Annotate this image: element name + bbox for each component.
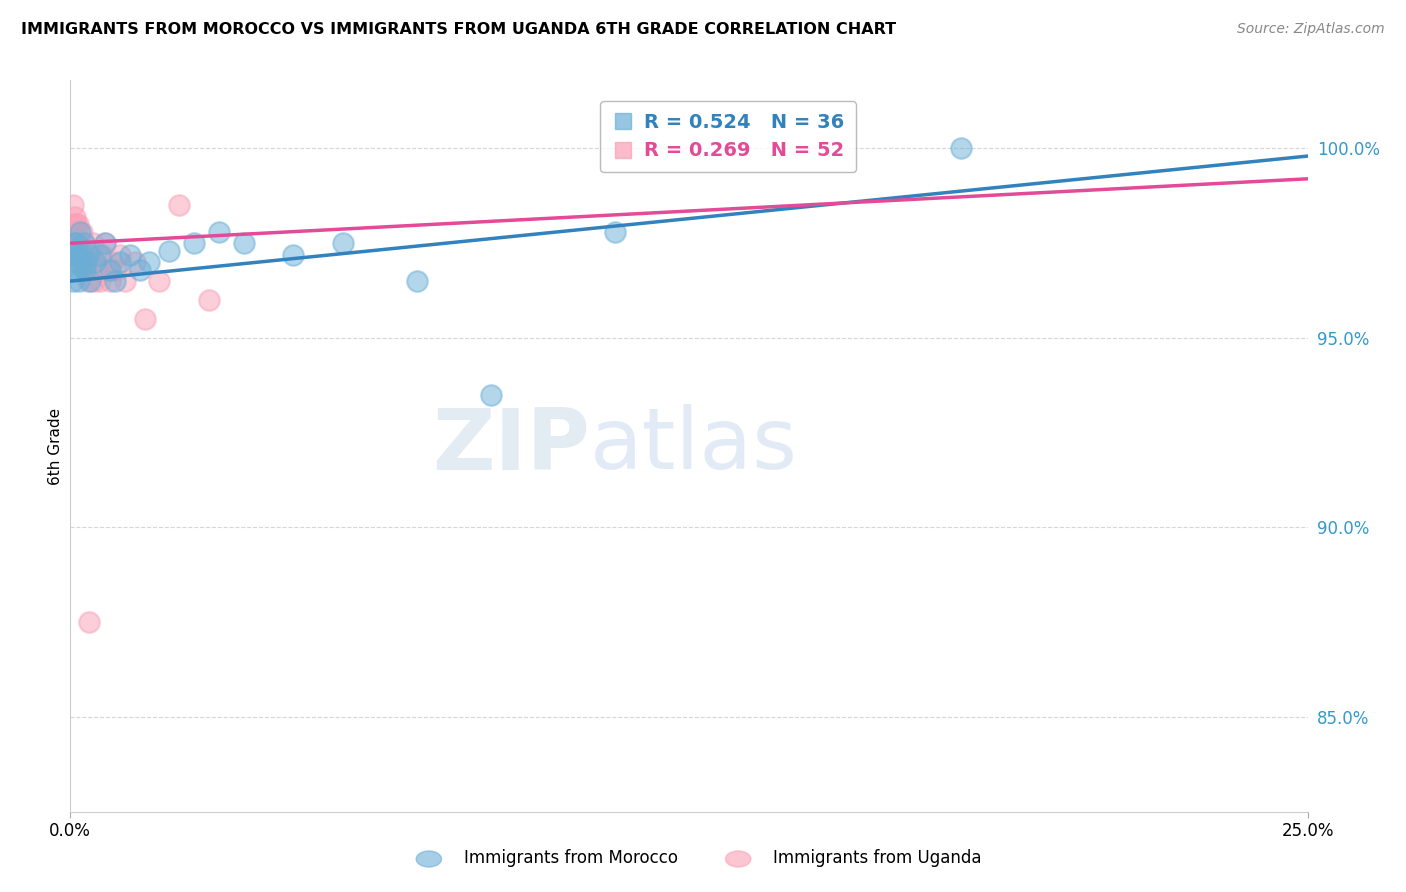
Point <box>75 255 97 269</box>
Point <box>69 225 91 239</box>
Point <box>950 141 973 155</box>
Point <box>332 236 354 251</box>
Point <box>63 247 86 261</box>
Text: Source: ZipAtlas.com: Source: ZipAtlas.com <box>1237 22 1385 37</box>
Point <box>281 247 304 261</box>
Text: Immigrants from Uganda: Immigrants from Uganda <box>773 849 981 867</box>
Point <box>603 225 626 239</box>
Point <box>66 247 89 261</box>
Point <box>77 255 100 269</box>
Point <box>76 274 98 288</box>
Point <box>82 236 104 251</box>
Point <box>138 255 160 269</box>
Point <box>101 255 124 269</box>
Point <box>67 274 90 288</box>
Text: Immigrants from Morocco: Immigrants from Morocco <box>464 849 678 867</box>
Point <box>67 225 90 239</box>
Point <box>70 247 93 261</box>
Point <box>124 255 146 269</box>
Point <box>77 615 100 630</box>
Point <box>66 236 89 251</box>
Point <box>94 236 117 251</box>
Point <box>79 247 101 261</box>
Point <box>62 198 84 212</box>
Point <box>108 247 131 261</box>
Point <box>104 274 127 288</box>
Point <box>65 236 87 251</box>
Point <box>76 247 98 261</box>
Point <box>70 236 93 251</box>
Point <box>167 198 190 212</box>
Point <box>75 247 97 261</box>
Point <box>80 262 103 277</box>
Point <box>65 225 87 239</box>
Point <box>89 274 111 288</box>
Point <box>70 225 93 239</box>
Point <box>63 225 86 239</box>
Text: atlas: atlas <box>591 404 799 488</box>
Point <box>75 262 97 277</box>
Point <box>65 262 87 277</box>
Point <box>83 274 105 288</box>
Point <box>69 236 91 251</box>
Point <box>63 210 86 224</box>
Point <box>104 262 127 277</box>
Point <box>79 274 101 288</box>
Point <box>96 262 118 277</box>
Point <box>232 236 254 251</box>
Point <box>62 255 84 269</box>
Point <box>98 262 121 277</box>
Point <box>60 236 83 251</box>
Point <box>62 225 84 239</box>
Point <box>405 274 427 288</box>
Point <box>69 255 91 269</box>
Text: IMMIGRANTS FROM MOROCCO VS IMMIGRANTS FROM UGANDA 6TH GRADE CORRELATION CHART: IMMIGRANTS FROM MOROCCO VS IMMIGRANTS FR… <box>21 22 896 37</box>
Point <box>157 244 180 258</box>
Y-axis label: 6th Grade: 6th Grade <box>48 408 63 484</box>
Point <box>65 236 87 251</box>
Point <box>198 293 221 307</box>
Point <box>89 247 111 261</box>
Point <box>73 236 96 251</box>
Point <box>67 236 90 251</box>
Point <box>148 274 170 288</box>
Point <box>84 255 107 269</box>
Point <box>70 247 93 261</box>
Point <box>62 236 84 251</box>
Point <box>84 255 107 269</box>
Point <box>98 274 121 288</box>
Point <box>75 262 97 277</box>
Point <box>66 217 89 231</box>
Point <box>183 236 205 251</box>
Point <box>73 236 96 251</box>
Point <box>86 262 108 277</box>
Point <box>62 217 84 231</box>
Point <box>72 247 94 261</box>
Text: ZIP: ZIP <box>432 404 591 488</box>
Point <box>91 247 114 261</box>
Point <box>479 388 502 402</box>
Point <box>208 225 231 239</box>
Point <box>63 236 86 251</box>
Point <box>60 225 83 239</box>
Point <box>63 247 86 261</box>
Point <box>65 225 87 239</box>
Point <box>118 247 141 261</box>
Point <box>128 262 150 277</box>
Point <box>94 236 117 251</box>
Point <box>108 255 131 269</box>
Point <box>72 259 94 273</box>
Point <box>62 274 84 288</box>
Point <box>66 255 89 269</box>
Point <box>114 274 136 288</box>
Point <box>67 247 90 261</box>
Legend: R = 0.524   N = 36, R = 0.269   N = 52: R = 0.524 N = 36, R = 0.269 N = 52 <box>600 101 856 172</box>
Point <box>66 247 89 261</box>
Point <box>65 217 87 231</box>
Point <box>134 312 156 326</box>
Point <box>66 236 89 251</box>
